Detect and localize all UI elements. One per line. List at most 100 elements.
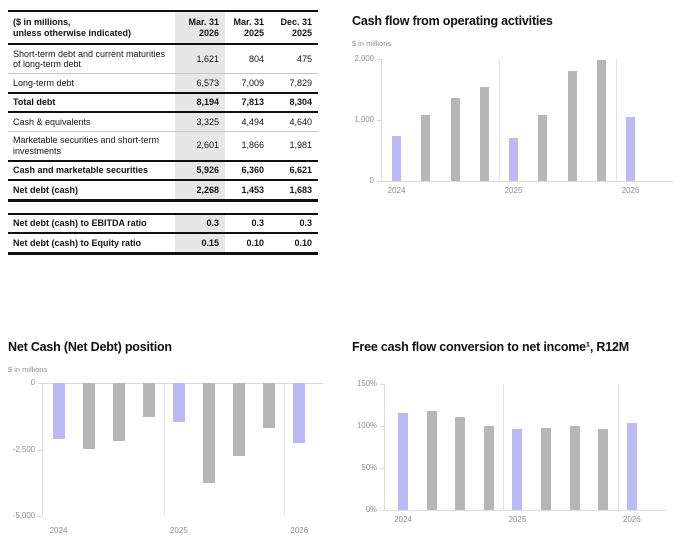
bar-highlighted xyxy=(512,428,523,510)
row-label: Total debt xyxy=(8,92,175,113)
ratios-table: Net debt (cash) to EBITDA ratio 0.3 0.3 0.3… xyxy=(8,212,318,255)
x-axis-tick-label: 2025 xyxy=(169,526,188,535)
y-axis-line xyxy=(381,59,382,181)
y-axis-line xyxy=(384,384,385,510)
row-value: 8,304 xyxy=(270,92,318,113)
bar xyxy=(598,429,609,510)
chart-subtitle: $ in millions xyxy=(8,365,48,374)
table-row: Cash & equivalents 3,325 4,494 4,640 xyxy=(8,112,318,132)
y-axis-tick xyxy=(38,383,42,384)
row-value: 4,494 xyxy=(225,112,270,132)
row-value: 1,621 xyxy=(175,44,225,74)
bar xyxy=(479,87,489,181)
row-label: Net debt (cash) to Equity ratio xyxy=(8,233,175,255)
x-axis-tick-label: 2026 xyxy=(290,526,309,535)
column-header: Dec. 31 2025 xyxy=(270,11,318,45)
row-label: Marketable securities and short-term inv… xyxy=(8,131,175,162)
row-value: 0.10 xyxy=(270,233,318,255)
y-axis-tick xyxy=(380,468,384,469)
row-label: Short-term debt and current maturities o… xyxy=(8,44,175,74)
row-value: 2,268 xyxy=(175,180,225,202)
year-separator-line xyxy=(284,383,286,516)
y-axis-tick xyxy=(377,120,381,121)
bar xyxy=(82,383,95,449)
bar xyxy=(567,71,577,181)
x-axis-tick-label: 2025 xyxy=(508,515,527,524)
y-axis-tick-label: -2,500 xyxy=(12,444,35,454)
table-row: Net debt (cash) to Equity ratio 0.15 0.10 0… xyxy=(8,233,318,255)
row-label: Net debt (cash) xyxy=(8,180,175,202)
row-value: 804 xyxy=(225,44,270,74)
row-value: 0.10 xyxy=(225,233,270,255)
row-value: 0.3 xyxy=(225,213,270,234)
table-row: Total debt 8,194 7,813 8,304 xyxy=(8,92,318,113)
y-axis-tick-label: 150% xyxy=(357,379,377,388)
y-axis-tick-label: 100% xyxy=(357,421,377,430)
y-axis-tick xyxy=(380,426,384,427)
row-value: 7,829 xyxy=(270,73,318,94)
x-axis-tick-label: 2026 xyxy=(621,186,640,195)
row-label: Net debt (cash) to EBITDA ratio xyxy=(8,213,175,234)
bar xyxy=(421,115,431,181)
year-separator-line xyxy=(498,59,500,181)
x-axis-tick-label: 2024 xyxy=(394,515,412,524)
row-value: 1,453 xyxy=(225,180,270,202)
y-axis-tick-label: 0 xyxy=(369,176,374,185)
bar xyxy=(483,426,494,510)
y-axis-line xyxy=(42,383,43,516)
bar-highlighted xyxy=(626,116,635,181)
y-axis-tick xyxy=(380,384,384,385)
row-value: 6,621 xyxy=(270,160,318,181)
y-axis-tick-label: 2,000 xyxy=(354,54,374,63)
y-axis-tick-label: 1,000 xyxy=(354,115,374,124)
y-axis-tick-label: -5,000 xyxy=(12,511,35,520)
chart-fcf-conversion: Free cash flow conversion to net income¹… xyxy=(352,340,682,545)
row-value: 0.3 xyxy=(270,213,318,234)
bar xyxy=(569,426,580,510)
table-row: Cash and marketable securities 5,926 6,360… xyxy=(8,160,318,181)
bar-plot: 150% 100% 50% 0% 2024 2025 2026 xyxy=(352,340,682,545)
y-axis-tick xyxy=(38,449,42,451)
row-label: Cash and marketable securities xyxy=(8,160,175,181)
table-row: Marketable securities and short-term inv… xyxy=(8,131,318,162)
bar xyxy=(233,383,246,456)
x-axis-tick-label: 2025 xyxy=(504,186,523,195)
row-value: 6,573 xyxy=(175,73,225,94)
bar-highlighted xyxy=(172,383,185,422)
year-separator-line xyxy=(615,59,617,181)
row-value: 8,194 xyxy=(175,92,225,113)
chart-net-cash-position: Net Cash (Net Debt) position $ in millio… xyxy=(8,340,338,545)
bar xyxy=(203,383,215,484)
bar xyxy=(596,60,606,181)
bar-highlighted xyxy=(398,413,408,510)
chart-title: Cash flow from operating activities xyxy=(352,14,553,28)
row-value: 3,325 xyxy=(175,112,225,132)
y-axis-tick xyxy=(377,181,381,182)
bar xyxy=(142,383,155,418)
y-axis-tick xyxy=(380,510,384,511)
bar xyxy=(538,115,548,181)
row-value: 1,981 xyxy=(270,131,318,162)
row-value: 475 xyxy=(270,44,318,74)
chart-title: Net Cash (Net Debt) position xyxy=(8,340,172,354)
row-value: 0.15 xyxy=(175,233,225,255)
bar-highlighted xyxy=(392,135,401,181)
y-axis-tick xyxy=(377,59,381,60)
debt-cash-table-section: ($ in millions, unless otherwise indicat… xyxy=(8,10,318,255)
year-separator-line xyxy=(617,384,619,510)
bar-plot: 0 -2,500 -5,000 2024 2025 2026 xyxy=(8,340,338,545)
chart-subtitle: $ in millions xyxy=(352,39,392,48)
zero-axis-line xyxy=(381,181,673,182)
x-axis-tick-label: 2024 xyxy=(49,526,68,535)
row-label: Long-term debt xyxy=(8,73,175,94)
bar xyxy=(112,383,125,441)
bar xyxy=(450,98,460,181)
y-axis-tick-label: 0 xyxy=(30,378,35,387)
row-value: 2,601 xyxy=(175,131,225,162)
financials-table: ($ in millions, unless otherwise indicat… xyxy=(8,10,318,202)
x-axis-tick-label: 2026 xyxy=(622,515,641,524)
row-value: 1,683 xyxy=(270,180,318,202)
column-header: Mar. 31 2025 xyxy=(225,11,270,45)
bar-plot: 2,000 1,000 0 2024 2025 2026 xyxy=(352,14,682,219)
